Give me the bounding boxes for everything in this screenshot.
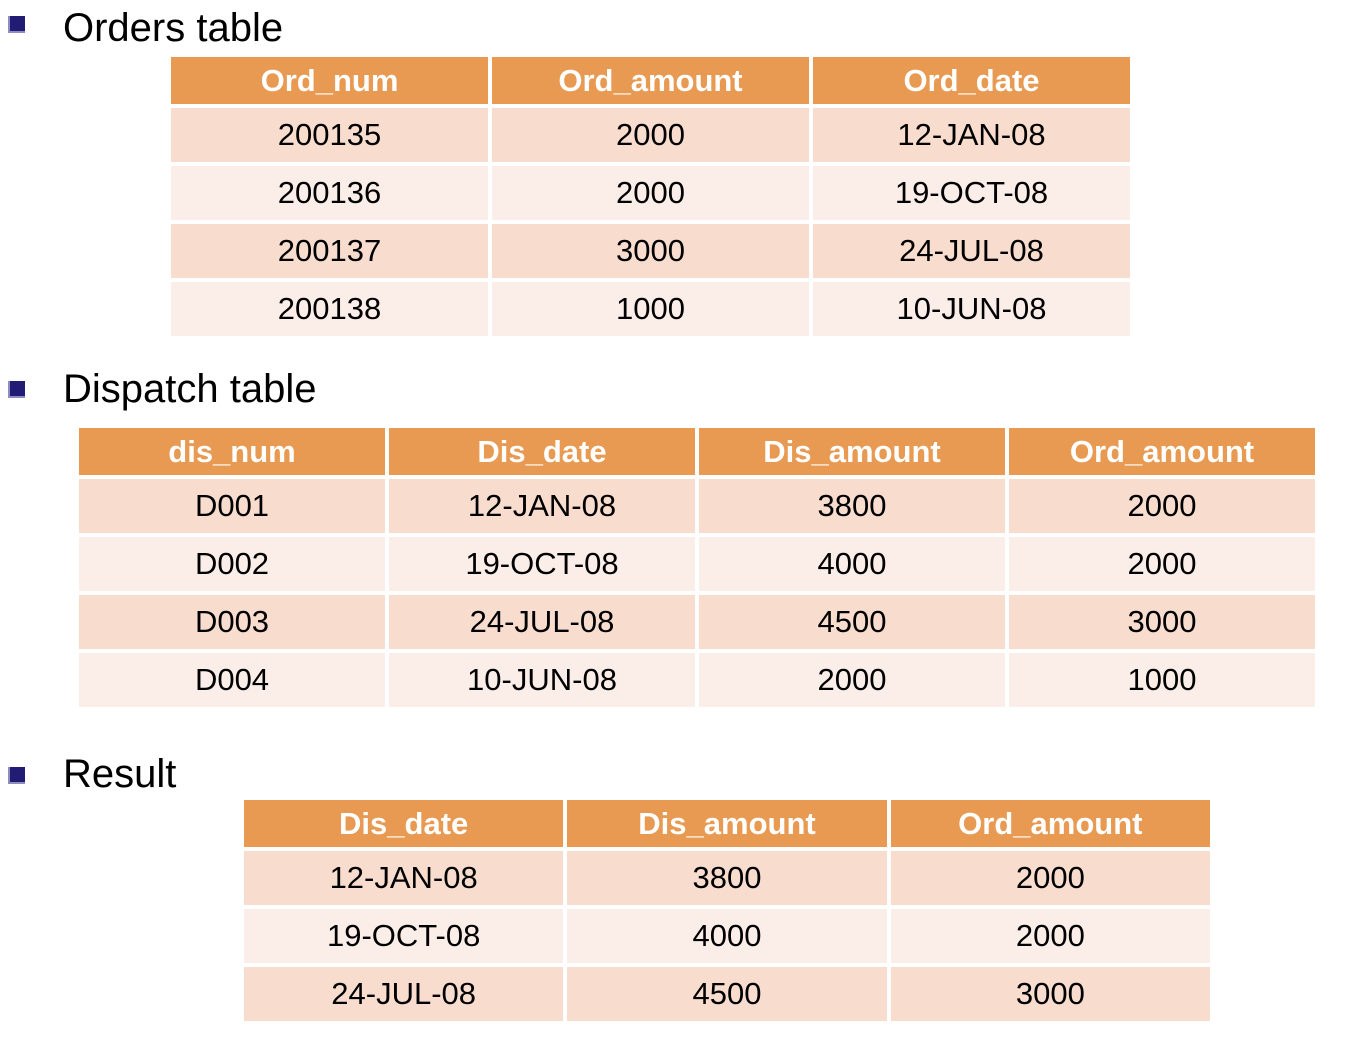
- table-cell: 200136: [171, 166, 488, 220]
- table-row: 12-JAN-08 3800 2000: [244, 851, 1210, 905]
- table-header-cell: Ord_amount: [492, 57, 809, 104]
- table-cell: 200138: [171, 282, 488, 336]
- table-cell: 19-OCT-08: [244, 909, 564, 963]
- table-cell: D002: [79, 537, 385, 591]
- section-title-result: Result: [63, 752, 177, 796]
- table-cell: 3000: [492, 224, 809, 278]
- table-cell: 24-JUL-08: [244, 967, 564, 1021]
- table-cell: 4500: [567, 967, 887, 1021]
- table-cell: 2000: [492, 166, 809, 220]
- table-header-cell: Ord_num: [171, 57, 488, 104]
- table-cell: 2000: [492, 108, 809, 162]
- table-cell: 2000: [890, 909, 1210, 963]
- section-title-orders: Orders table: [63, 6, 284, 50]
- table-cell: 12-JAN-08: [244, 851, 564, 905]
- table-cell: D001: [79, 479, 385, 533]
- table-cell: 3800: [699, 479, 1005, 533]
- table-header-row: Dis_date Dis_amount Ord_amount: [244, 800, 1210, 847]
- table-row: 200135 2000 12-JAN-08: [171, 108, 1130, 162]
- table-header-cell: dis_num: [79, 428, 385, 475]
- table-cell: 4000: [567, 909, 887, 963]
- table-cell: 1000: [492, 282, 809, 336]
- table-cell: 2000: [1009, 479, 1315, 533]
- table-header-row: Ord_num Ord_amount Ord_date: [171, 57, 1130, 104]
- table-row: D004 10-JUN-08 2000 1000: [79, 653, 1315, 707]
- table-cell: 12-JAN-08: [389, 479, 695, 533]
- table-cell: 4500: [699, 595, 1005, 649]
- dispatch-table: dis_num Dis_date Dis_amount Ord_amount D…: [75, 424, 1319, 711]
- bullet-square-icon: [8, 767, 25, 784]
- result-table: Dis_date Dis_amount Ord_amount 12-JAN-08…: [240, 796, 1214, 1025]
- table-cell: 19-OCT-08: [389, 537, 695, 591]
- table-cell: 3800: [567, 851, 887, 905]
- table-cell: 1000: [1009, 653, 1315, 707]
- table-row: 200136 2000 19-OCT-08: [171, 166, 1130, 220]
- table-header-cell: Ord_amount: [1009, 428, 1315, 475]
- table-cell: 2000: [890, 851, 1210, 905]
- table-header-cell: Dis_date: [244, 800, 564, 847]
- table-cell: 10-JUN-08: [389, 653, 695, 707]
- table-row: 19-OCT-08 4000 2000: [244, 909, 1210, 963]
- table-header-cell: Dis_amount: [567, 800, 887, 847]
- table-cell: 10-JUN-08: [813, 282, 1130, 336]
- table-cell: 2000: [1009, 537, 1315, 591]
- table-cell: D004: [79, 653, 385, 707]
- table-header-cell: Dis_date: [389, 428, 695, 475]
- table-header-row: dis_num Dis_date Dis_amount Ord_amount: [79, 428, 1315, 475]
- table-cell: 4000: [699, 537, 1005, 591]
- table-header-cell: Ord_date: [813, 57, 1130, 104]
- table-row: 200137 3000 24-JUL-08: [171, 224, 1130, 278]
- table-row: 24-JUL-08 4500 3000: [244, 967, 1210, 1021]
- table-cell: 24-JUL-08: [813, 224, 1130, 278]
- table-cell: 19-OCT-08: [813, 166, 1130, 220]
- table-cell: 3000: [1009, 595, 1315, 649]
- table-row: D003 24-JUL-08 4500 3000: [79, 595, 1315, 649]
- section-title-dispatch: Dispatch table: [63, 367, 317, 411]
- table-header-cell: Ord_amount: [890, 800, 1210, 847]
- table-row: D002 19-OCT-08 4000 2000: [79, 537, 1315, 591]
- bullet-square-icon: [8, 381, 25, 398]
- table-cell: D003: [79, 595, 385, 649]
- table-row: D001 12-JAN-08 3800 2000: [79, 479, 1315, 533]
- table-cell: 200135: [171, 108, 488, 162]
- table-cell: 24-JUL-08: [389, 595, 695, 649]
- table-cell: 2000: [699, 653, 1005, 707]
- table-cell: 200137: [171, 224, 488, 278]
- table-header-cell: Dis_amount: [699, 428, 1005, 475]
- table-row: 200138 1000 10-JUN-08: [171, 282, 1130, 336]
- table-cell: 3000: [890, 967, 1210, 1021]
- orders-table: Ord_num Ord_amount Ord_date 200135 2000 …: [167, 53, 1134, 340]
- table-cell: 12-JAN-08: [813, 108, 1130, 162]
- bullet-square-icon: [8, 16, 25, 33]
